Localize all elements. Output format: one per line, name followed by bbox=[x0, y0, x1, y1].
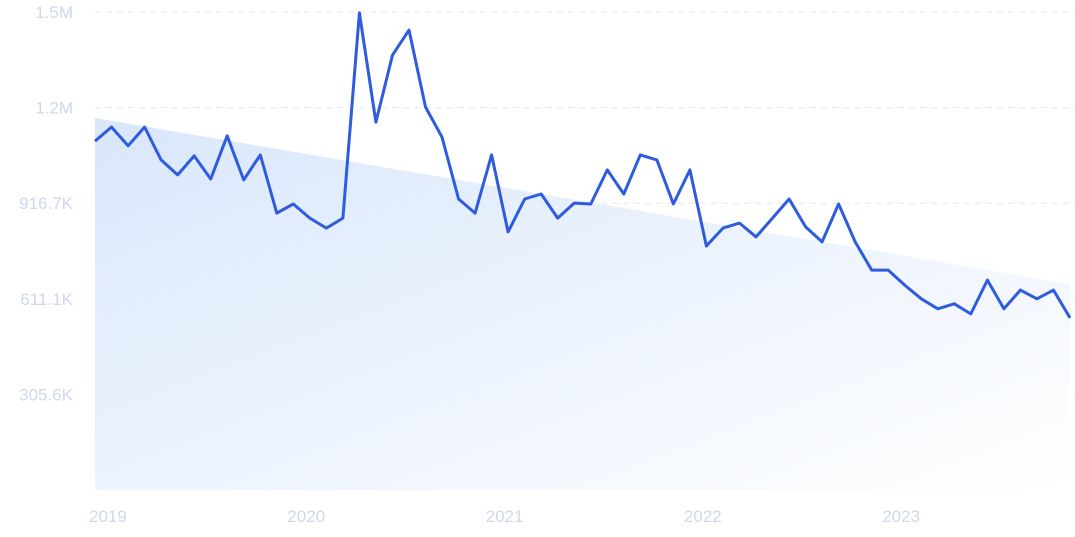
trend-area bbox=[95, 117, 1070, 490]
x-tick-label: 2023 bbox=[882, 507, 920, 526]
y-tick-label: 1.2M bbox=[35, 99, 73, 118]
y-tick-label: 305.6K bbox=[19, 385, 74, 404]
x-tick-label: 2021 bbox=[486, 507, 524, 526]
y-tick-label: 916.7K bbox=[19, 194, 74, 213]
y-tick-label: 1.5M bbox=[35, 3, 73, 22]
y-tick-label: 611.1K bbox=[20, 290, 73, 309]
data-line bbox=[94, 11, 1072, 319]
x-tick-label: 2019 bbox=[89, 507, 127, 526]
x-tick-label: 2022 bbox=[684, 507, 722, 526]
x-tick-label: 2020 bbox=[287, 507, 325, 526]
